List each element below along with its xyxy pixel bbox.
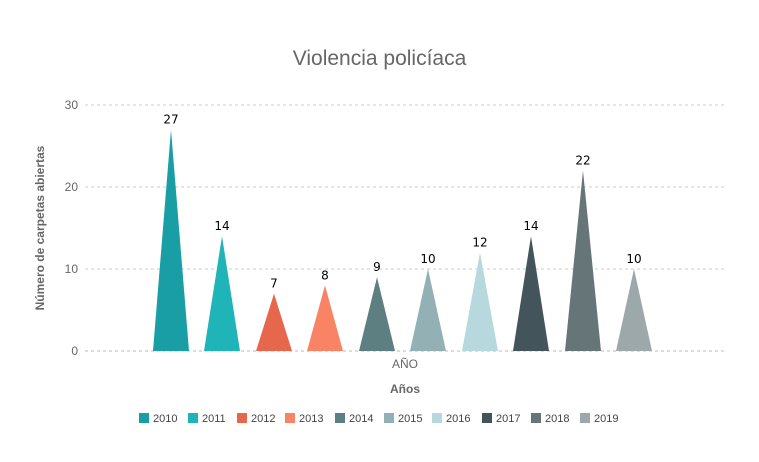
- bar-2012: [256, 293, 292, 351]
- bar-2017: [513, 236, 549, 351]
- y-tick-label: 20: [65, 180, 79, 194]
- y-tick-label: 10: [65, 262, 79, 276]
- data-label-2017: 14: [523, 219, 538, 233]
- legend-label-2011: 2011: [202, 413, 226, 425]
- legend-label-2013: 2013: [299, 413, 323, 425]
- legend-swatch-2015: [384, 413, 394, 423]
- data-labels: 27 14 7 8 9 10 12 14 22 10: [163, 113, 641, 291]
- legend-swatch-2019: [580, 413, 590, 423]
- data-label-2019: 10: [626, 252, 641, 266]
- legend-swatch-2017: [482, 413, 492, 423]
- bar-2014: [359, 277, 395, 351]
- data-label-2013: 8: [321, 268, 329, 282]
- legend-label-2017: 2017: [496, 413, 520, 425]
- legend-swatch-2018: [531, 413, 541, 423]
- data-label-2010: 27: [163, 113, 178, 127]
- data-label-2011: 14: [214, 219, 229, 233]
- legend-swatch-2014: [335, 413, 345, 423]
- legend-label-2012: 2012: [251, 413, 275, 425]
- bar-series: [153, 129, 652, 351]
- data-label-2012: 7: [270, 277, 278, 291]
- legend-label-2015: 2015: [398, 413, 422, 425]
- data-label-2015: 10: [420, 252, 435, 266]
- y-tick-labels: 0 10 20 30: [65, 98, 79, 358]
- chart-title: Violencia policíaca: [293, 47, 467, 70]
- x-category-label: AÑO: [392, 357, 418, 371]
- legend-swatch-2011: [188, 413, 198, 423]
- y-tick-label: 30: [65, 98, 79, 112]
- data-label-2014: 9: [373, 260, 381, 274]
- bar-2015: [410, 269, 446, 351]
- bar-2016: [462, 252, 498, 351]
- legend-label-2019: 2019: [594, 413, 618, 425]
- bar-2018: [565, 170, 601, 351]
- legend-label-2018: 2018: [545, 413, 569, 425]
- legend-swatch-2013: [285, 413, 295, 423]
- bar-2010: [153, 129, 189, 351]
- legend: 2010 2011 2012 2013 2014 2015 2016 2017 2018 2019: [139, 413, 618, 425]
- x-axis-title: Años: [390, 382, 420, 396]
- legend-swatch-2010: [139, 413, 149, 423]
- legend-label-2016: 2016: [446, 413, 470, 425]
- legend-swatch-2012: [237, 413, 247, 423]
- bar-2013: [307, 285, 343, 351]
- data-label-2016: 12: [472, 236, 487, 250]
- legend-label-2010: 2010: [153, 413, 177, 425]
- bar-2019: [616, 269, 652, 351]
- legend-swatch-2016: [432, 413, 442, 423]
- y-tick-label: 0: [71, 344, 78, 358]
- data-label-2018: 22: [575, 154, 590, 168]
- bar-2011: [204, 236, 240, 351]
- legend-label-2014: 2014: [349, 413, 373, 425]
- y-axis-title: Número de carpetas abiertas: [33, 145, 47, 310]
